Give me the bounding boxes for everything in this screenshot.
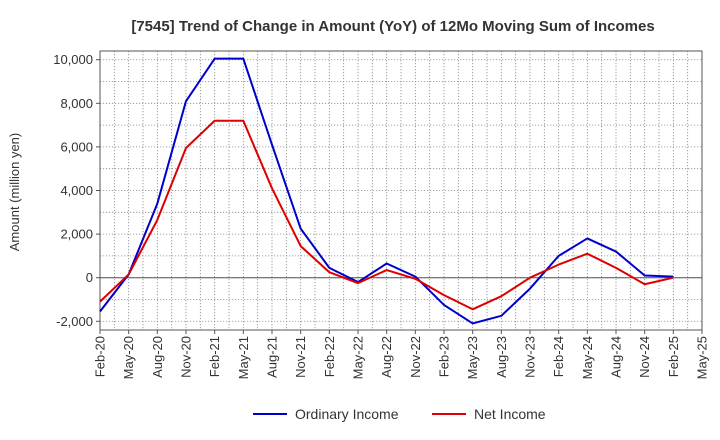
series-line-ordinary-income bbox=[99, 57, 674, 325]
x-tick-label: May-22 bbox=[351, 336, 366, 379]
x-tick-label: Nov-23 bbox=[523, 336, 538, 378]
x-tick-label: May-20 bbox=[121, 336, 136, 379]
legend: Ordinary Income Net Income bbox=[253, 406, 546, 422]
x-tick-label: Feb-22 bbox=[322, 336, 337, 377]
x-tick-label: Nov-20 bbox=[179, 336, 194, 378]
x-tick-label: Aug-23 bbox=[494, 336, 509, 378]
y-tick-label: 6,000 bbox=[60, 139, 93, 154]
grid bbox=[99, 51, 703, 330]
y-tick-label: 10,000 bbox=[53, 52, 93, 67]
legend-label: Ordinary Income bbox=[295, 406, 399, 422]
x-tick-label: Feb-25 bbox=[666, 336, 681, 377]
x-tick-label: Aug-21 bbox=[265, 336, 280, 378]
axes: -2,000 0 2,000 4,000 6,000 8,000 10,000 Feb-20 M… bbox=[53, 50, 710, 379]
y-tick-label: 2,000 bbox=[60, 227, 93, 242]
x-tick-label: May-25 bbox=[695, 336, 710, 379]
x-tick-label: Aug-24 bbox=[609, 336, 624, 378]
x-tick-label: May-21 bbox=[236, 336, 251, 379]
x-tick-label: Feb-23 bbox=[437, 336, 452, 377]
y-tick-label: 4,000 bbox=[60, 183, 93, 198]
x-tick-label: Feb-20 bbox=[93, 336, 108, 377]
x-tick-label: Feb-21 bbox=[207, 336, 222, 377]
legend-label: Net Income bbox=[474, 406, 546, 422]
x-tick-label: May-24 bbox=[580, 336, 595, 379]
x-tick-label: Nov-22 bbox=[408, 336, 423, 378]
y-tick-label: -2,000 bbox=[56, 314, 93, 329]
y-axis-label: Amount (million yen) bbox=[7, 133, 22, 252]
y-tick-label: 8,000 bbox=[60, 96, 93, 111]
x-tick-label: May-23 bbox=[465, 336, 480, 379]
y-tick-label: 0 bbox=[86, 270, 93, 285]
x-tick-label: Nov-24 bbox=[637, 336, 652, 378]
x-tick-label: Feb-24 bbox=[551, 336, 566, 377]
series-lines bbox=[99, 57, 674, 325]
x-tick-label: Aug-22 bbox=[379, 336, 394, 378]
series-line-net-income bbox=[99, 119, 674, 311]
chart-title: [7545] Trend of Change in Amount (YoY) o… bbox=[131, 18, 654, 35]
x-tick-label: Aug-20 bbox=[150, 336, 165, 378]
x-tick-label: Nov-21 bbox=[293, 336, 308, 378]
